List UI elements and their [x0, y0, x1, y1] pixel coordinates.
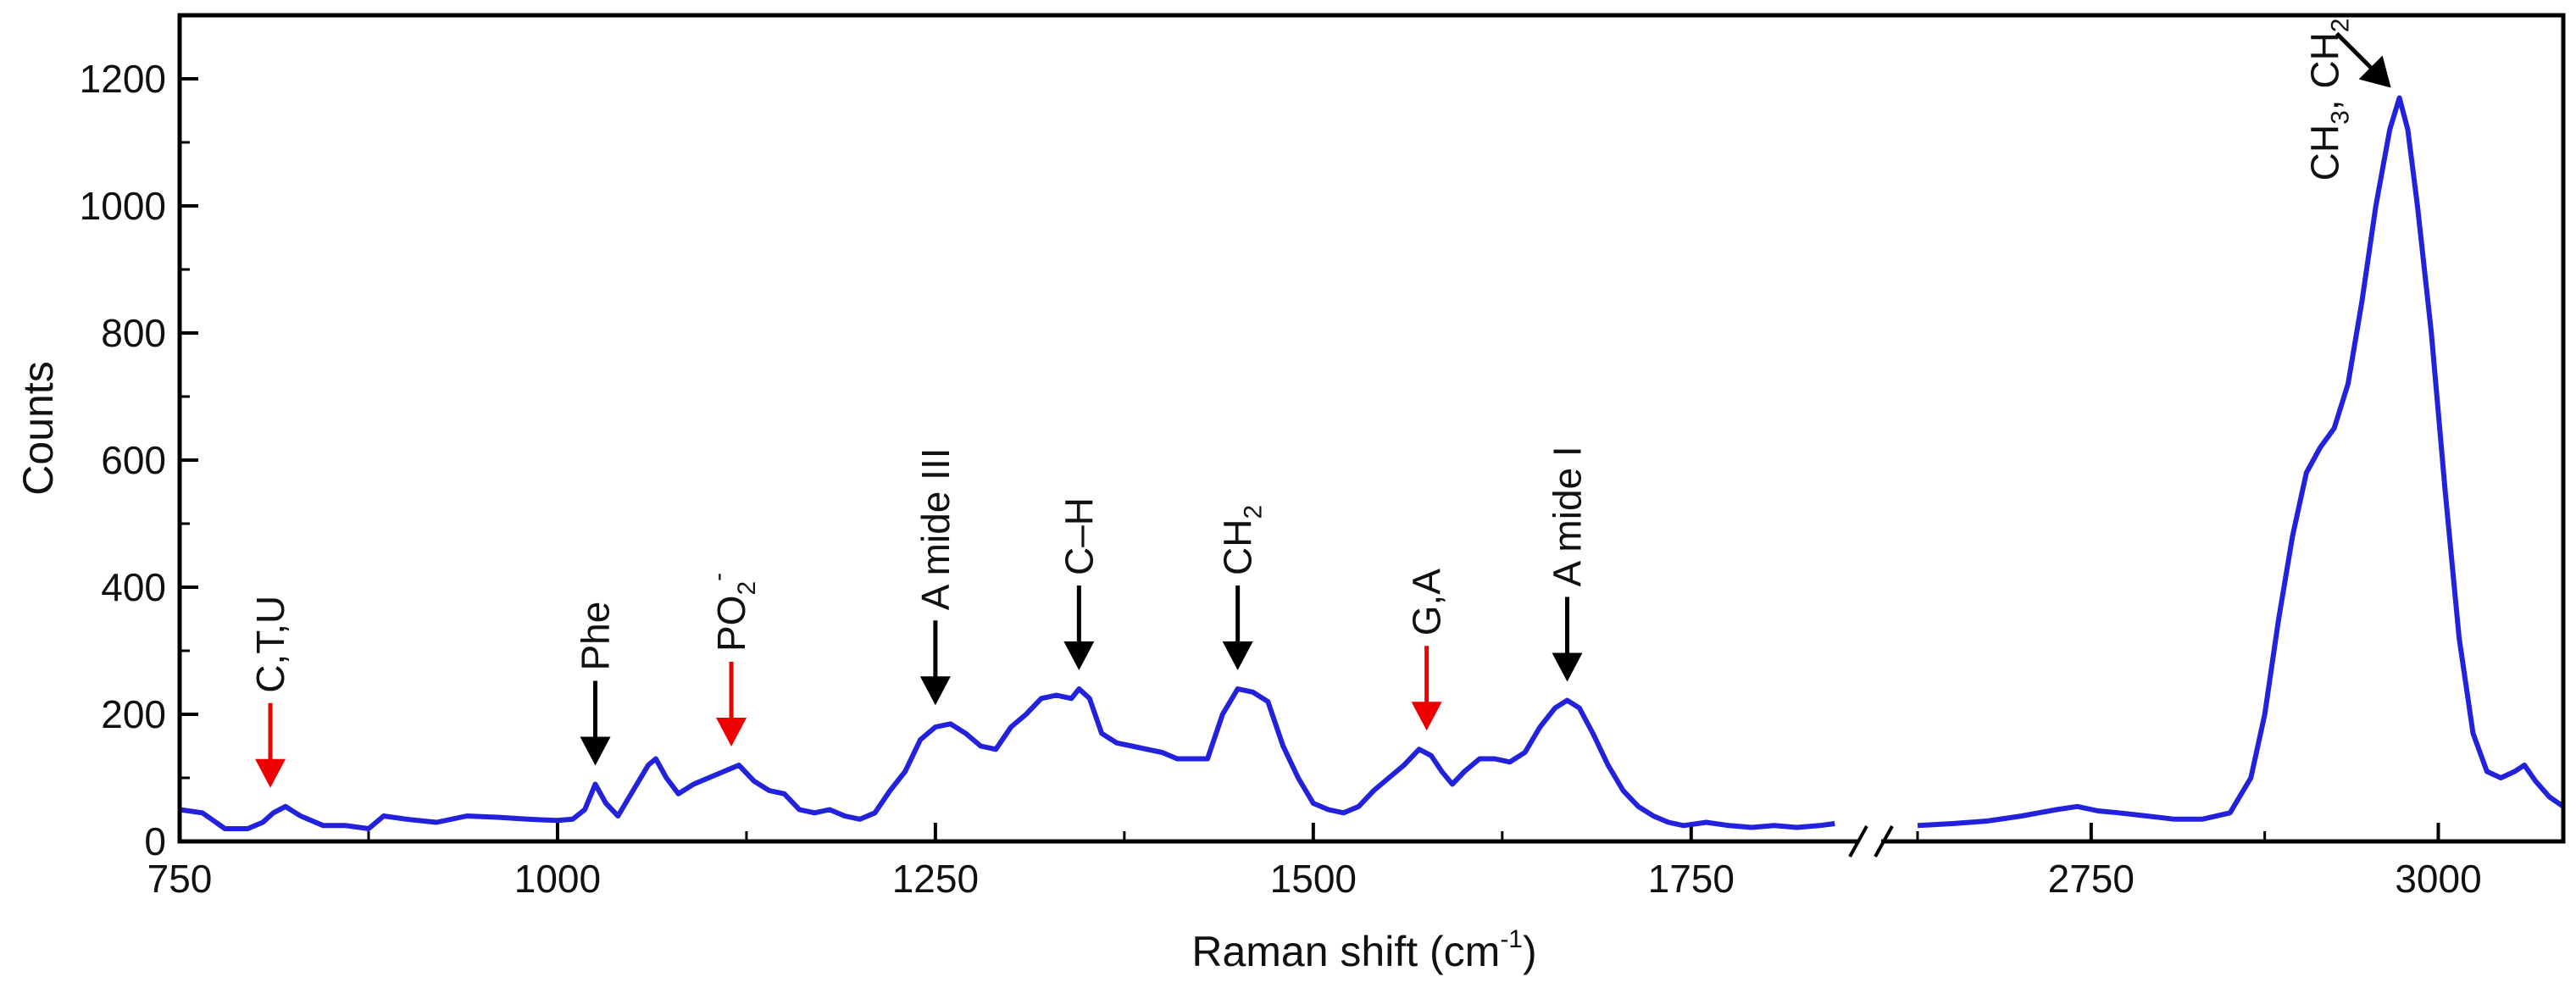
- peak-label: Phe: [574, 602, 618, 671]
- spectrum-lines: [179, 95, 2565, 831]
- x-tick-label: 1250: [892, 857, 979, 901]
- x-tick-label: 2750: [2048, 857, 2135, 901]
- peak-label: C–H: [1057, 497, 1101, 575]
- y-tick-label: 600: [101, 438, 166, 482]
- peak-label: G,A: [1405, 569, 1449, 636]
- x-axis-ticks: 750 1000 1250 1500 1750 2750 3000: [147, 823, 2482, 901]
- x-axis-label-tail: ): [1523, 928, 1537, 975]
- x-tick-label: 3000: [2395, 857, 2481, 901]
- peak-label: C,T,U: [248, 596, 292, 693]
- y-tick-label: 1000: [80, 184, 166, 228]
- peak-label: PO2-: [704, 573, 761, 652]
- peak-label: CH2: [1216, 505, 1268, 575]
- x-tick-label: 1500: [1270, 857, 1357, 901]
- axis-break-slash-left: [1848, 825, 1868, 857]
- peak-arrow-7-head: [1552, 652, 1583, 682]
- x-axis-label-main: Raman shift (cm: [1191, 928, 1500, 975]
- spectrum-line-fingerprint: [179, 686, 1835, 831]
- axis-break-gap: [1859, 808, 1881, 875]
- peak-arrow-4-head: [1063, 641, 1095, 670]
- x-axis-label: Raman shift (cm-1): [1191, 925, 1536, 975]
- y-axis-label: Counts: [14, 361, 62, 495]
- peak-arrow-0-head: [255, 758, 286, 788]
- peak-arrow-3-head: [919, 676, 951, 706]
- y-tick-label: 400: [101, 565, 166, 609]
- y-tick-label: 200: [101, 692, 166, 736]
- spectrum-line-high-wavenumber: [1917, 95, 2565, 829]
- y-tick-label: 800: [101, 311, 166, 355]
- x-tick-label: 1000: [514, 857, 601, 901]
- top-peak-arrow-head: [2358, 55, 2391, 88]
- y-tick-label: 1200: [80, 57, 166, 101]
- peak-label: A mide III: [913, 448, 958, 611]
- peak-label: A mide I: [1546, 446, 1590, 586]
- y-axis-ticks: 0 200 400 600 800 1000 1200: [80, 57, 198, 863]
- top-peak-label: CH3, CH2: [2303, 19, 2355, 181]
- axis-break-slash-right: [1874, 825, 1894, 857]
- peak-arrow-2-head: [716, 718, 747, 746]
- x-tick-label: 750: [147, 857, 213, 901]
- peak-arrow-6-head: [1411, 702, 1442, 731]
- x-axis-label-sup: -1: [1500, 925, 1523, 953]
- peak-arrow-5-head: [1222, 641, 1253, 670]
- y-tick-label: 0: [144, 819, 166, 863]
- peak-annotations: C,T,U Phe PO2- A mide III C–H CH2 G,A A mide I C…: [248, 19, 2391, 788]
- plot-frame: [177, 13, 2566, 844]
- peak-arrow-1-head: [580, 736, 611, 766]
- axis-break-marks: [1848, 808, 1894, 875]
- x-tick-label: 1750: [1648, 857, 1735, 901]
